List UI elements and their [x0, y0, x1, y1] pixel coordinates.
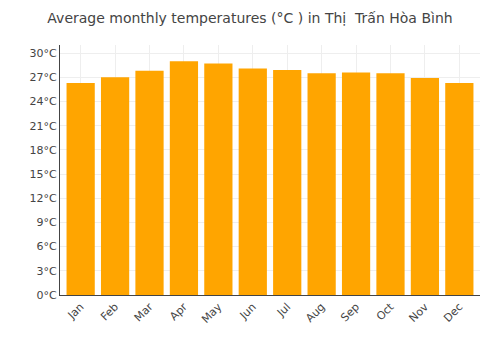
svg-text:May: May: [199, 300, 225, 326]
svg-text:3°C: 3°C: [37, 265, 57, 278]
svg-text:21°C: 21°C: [30, 120, 57, 133]
svg-text:Jun: Jun: [237, 300, 259, 322]
svg-text:27°C: 27°C: [30, 71, 57, 84]
svg-text:12°C: 12°C: [30, 192, 57, 205]
svg-text:Jan: Jan: [65, 301, 87, 323]
svg-text:15°C: 15°C: [30, 168, 57, 181]
svg-text:9°C: 9°C: [37, 216, 57, 229]
svg-text:24°C: 24°C: [30, 95, 57, 108]
svg-text:Aug: Aug: [303, 301, 327, 325]
svg-text:Sep: Sep: [338, 301, 362, 325]
svg-text:Nov: Nov: [407, 300, 432, 325]
svg-text:30°C: 30°C: [30, 47, 57, 60]
svg-text:Dec: Dec: [441, 301, 465, 325]
svg-text:Feb: Feb: [98, 301, 121, 324]
svg-text:Average monthly temperatures (: Average monthly temperatures (°C ) in Th…: [47, 10, 452, 26]
svg-text:Mar: Mar: [132, 300, 156, 324]
svg-text:Jul: Jul: [274, 301, 293, 320]
svg-text:0°C: 0°C: [37, 289, 57, 302]
svg-text:Oct: Oct: [374, 300, 397, 323]
svg-text:6°C: 6°C: [37, 240, 57, 253]
svg-text:18°C: 18°C: [30, 144, 57, 157]
svg-text:Apr: Apr: [167, 300, 190, 323]
